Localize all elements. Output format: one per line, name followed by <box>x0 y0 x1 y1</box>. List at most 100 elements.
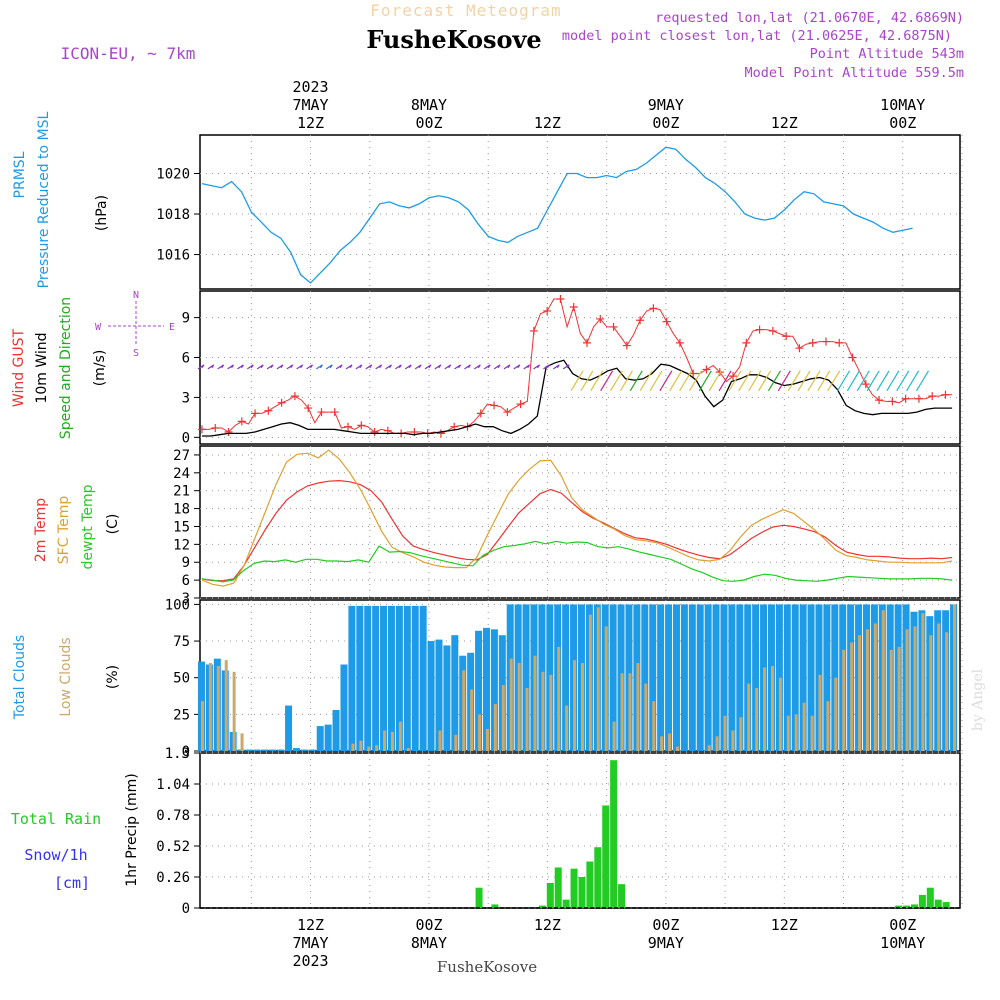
wind-direction-barb <box>639 370 653 392</box>
top-time-label: 00Z <box>415 114 442 132</box>
total-cloud-bar <box>736 604 744 751</box>
total-cloud-bar <box>364 605 372 751</box>
gust-marker <box>702 365 711 374</box>
low-cloud-bar <box>208 663 212 751</box>
low-cloud-bar <box>937 623 941 751</box>
wind-direction-arrow <box>296 364 304 370</box>
bottom-time-label: 12Z <box>297 916 324 934</box>
total-cloud-bar <box>657 604 665 751</box>
gust-marker <box>476 409 485 418</box>
wind-direction-barb <box>807 370 821 392</box>
wind-direction-barb <box>886 370 900 392</box>
low-cloud-bar <box>462 670 466 751</box>
low-cloud-bar <box>533 655 537 751</box>
wind-direction-arrow <box>493 364 501 370</box>
low-cloud-bar <box>525 687 529 751</box>
total-cloud-bar <box>427 641 435 751</box>
wind-ytick-label: 9 <box>182 311 190 327</box>
low-cloud-bar <box>454 734 458 751</box>
precip-ytick-label: 1.04 <box>156 777 190 793</box>
low-cloud-bar <box>747 683 751 751</box>
rain-bar <box>594 847 602 908</box>
total-cloud-bar <box>680 604 688 751</box>
sfc-temp-label: SFC Temp <box>56 496 72 565</box>
total-cloud-bar <box>744 604 752 751</box>
rain-bar <box>475 887 483 908</box>
wind-direction-barb <box>837 370 851 392</box>
low-cloud-bar <box>406 748 410 751</box>
gust-marker <box>582 338 591 347</box>
pressure-label: Pressure Reduced to MSL <box>36 111 52 288</box>
rain-bar <box>578 877 586 908</box>
top-time-label: 2023 <box>292 78 328 96</box>
total-cloud-bar <box>807 604 815 751</box>
wind-direction-arrow <box>266 364 274 370</box>
temperature-ytick-label: 18 <box>173 502 190 518</box>
panel-pressure: 1016 1018 1020 <box>156 134 963 290</box>
wind-direction-barb <box>718 370 732 392</box>
gust-marker <box>888 397 897 406</box>
low-cloud-bar <box>588 614 592 751</box>
gust-marker <box>662 317 671 326</box>
gust-marker <box>596 314 605 323</box>
wind-direction-arrow <box>513 364 521 370</box>
total-cloud-bar <box>451 635 459 751</box>
wind-direction-arrow <box>454 364 462 370</box>
wind-direction-label: Speed and Direction <box>58 297 74 439</box>
total-cloud-bar <box>411 605 419 751</box>
wind-direction-barb <box>590 370 604 392</box>
low-clouds-label: Low Clouds <box>58 637 74 716</box>
low-cloud-bar <box>549 674 553 751</box>
bottom-time-label: 00Z <box>889 916 916 934</box>
temperature-ytick-label: 12 <box>173 537 190 553</box>
gust-marker <box>649 304 658 313</box>
low-cloud-bar <box>485 729 489 751</box>
low-cloud-bar <box>778 677 782 751</box>
wind-direction-arrow <box>365 364 373 370</box>
low-cloud-bar <box>557 646 561 751</box>
low-cloud-bar <box>802 702 806 751</box>
wind-direction-arrow <box>395 364 402 370</box>
gust-marker <box>529 326 538 335</box>
gust-marker <box>569 302 578 311</box>
low-cloud-bar <box>390 731 394 751</box>
bottom-time-label: 12Z <box>534 916 561 934</box>
low-cloud-bar <box>842 649 846 751</box>
low-cloud-bar <box>216 665 220 751</box>
low-cloud-bar <box>565 705 569 751</box>
low-cloud-bar <box>810 715 814 751</box>
gust-marker <box>197 425 206 434</box>
low-cloud-bar <box>509 658 513 751</box>
gust-marker <box>941 390 950 399</box>
total-cloud-bar <box>253 749 261 751</box>
rain-bar <box>895 905 903 908</box>
wind-direction-barb <box>600 370 614 392</box>
low-cloud-bar <box>541 671 545 751</box>
bottom-time-label: 10MAY <box>880 934 925 952</box>
wind-direction-barb <box>619 370 633 392</box>
top-time-label: 12Z <box>297 114 324 132</box>
low-cloud-bar <box>224 660 228 751</box>
total-cloud-bar <box>490 629 498 751</box>
total-cloud-bar <box>443 645 451 751</box>
wind-direction-arrow <box>316 364 323 370</box>
low-cloud-bar <box>232 671 236 751</box>
gust-marker <box>768 326 777 335</box>
total-cloud-bar <box>292 748 300 751</box>
low-cloud-bar <box>794 714 798 751</box>
wind-speed-line <box>202 359 953 437</box>
gust-marker <box>556 294 565 303</box>
wind-direction-arrow <box>552 364 560 370</box>
wind-direction-barb <box>758 370 772 392</box>
rain-bar <box>918 894 926 908</box>
gust-marker <box>503 408 512 417</box>
low-cloud-bar <box>818 674 822 751</box>
wind-direction-barb <box>738 370 752 392</box>
wind-label: 10m Wind <box>34 332 50 403</box>
dewpt-line <box>201 540 953 583</box>
sfc-temp-line <box>201 449 953 587</box>
wind-direction-arrow <box>355 364 363 370</box>
wind-direction-arrow <box>207 364 215 370</box>
clouds-ytick-label: 25 <box>173 707 190 723</box>
